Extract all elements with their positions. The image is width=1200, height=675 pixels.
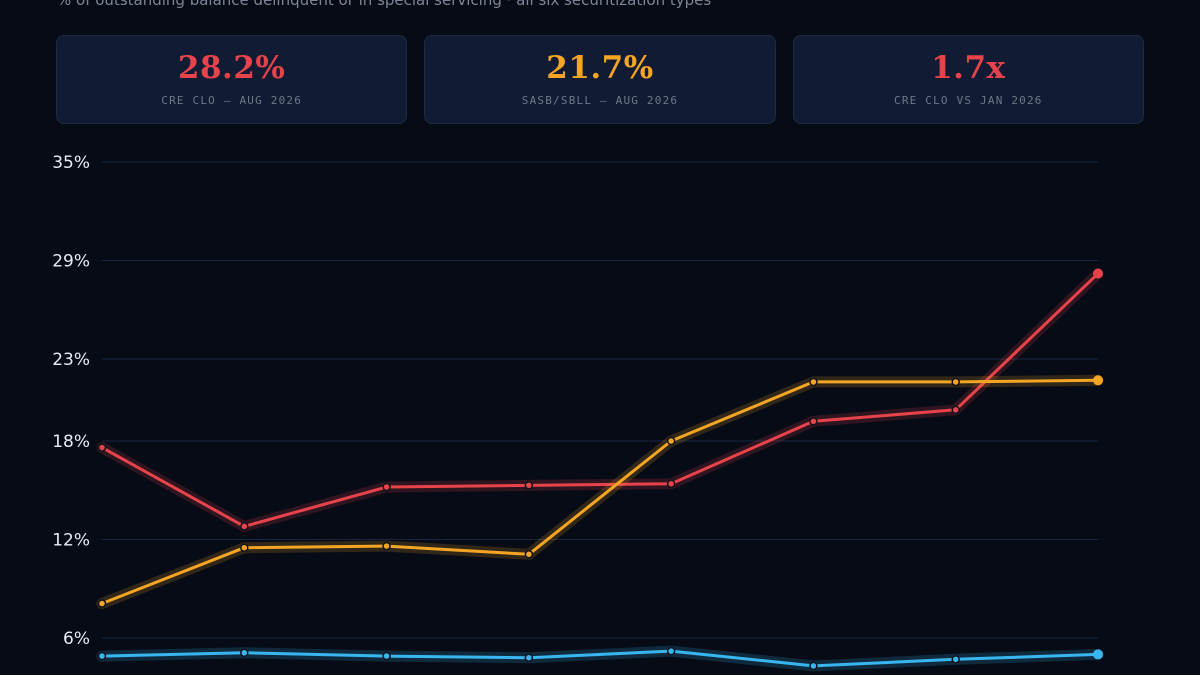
data-point — [382, 651, 391, 661]
data-point — [524, 653, 534, 662]
kpi-label: SASB/SBLL — AUG 2026 — [521, 94, 679, 107]
data-point — [1093, 649, 1103, 660]
data-point — [240, 543, 249, 552]
data-point — [524, 550, 534, 559]
y-tick-label: 6% — [63, 629, 90, 649]
kpi-label: CRE CLO — AUG 2026 — [161, 94, 303, 107]
y-tick-label: 12% — [52, 531, 90, 551]
data-point — [809, 417, 818, 426]
data-point — [240, 522, 249, 531]
data-point — [97, 651, 107, 661]
series-line — [100, 378, 1100, 605]
data-point — [666, 436, 676, 446]
y-tick-label: 35% — [52, 153, 90, 173]
data-point — [809, 377, 818, 387]
data-point — [524, 481, 534, 490]
series-line — [100, 649, 1100, 668]
kpi-card-sasb-sbll: 21.7% SASB/SBLL — AUG 2026 — [424, 35, 776, 124]
data-point — [951, 405, 960, 415]
data-point — [1093, 268, 1103, 279]
data-point — [666, 479, 676, 488]
kpi-value: 1.7x — [931, 50, 1006, 86]
chart-grid — [102, 161, 1098, 639]
chart-subtitle: % of outstanding balance delinquent or i… — [57, 0, 712, 9]
data-point — [382, 541, 391, 551]
kpi-value: 21.7% — [546, 50, 654, 86]
data-point — [382, 482, 391, 492]
kpi-label: CRE CLO VS JAN 2026 — [894, 94, 1043, 107]
data-point — [666, 646, 676, 656]
chart-series — [96, 268, 1104, 672]
series-line — [100, 272, 1100, 528]
kpi-card-cre-clo: 28.2% CRE CLO — AUG 2026 — [56, 35, 408, 124]
kpi-cards: 28.2% CRE CLO — AUG 2026 21.7% SASB/SBLL… — [56, 35, 1144, 124]
series-2 — [96, 645, 1104, 672]
data-point — [951, 655, 960, 664]
y-tick-label: 29% — [52, 251, 90, 271]
data-point — [97, 443, 107, 452]
data-point — [97, 599, 107, 608]
series-0 — [96, 268, 1104, 532]
y-tick-label: 18% — [52, 432, 90, 452]
data-point — [240, 648, 249, 658]
data-point — [1093, 375, 1103, 386]
y-axis-ticks: 35% 29% 23% 18% 12% 6% — [52, 153, 90, 649]
y-tick-label: 23% — [52, 350, 90, 370]
kpi-value: 28.2% — [177, 50, 286, 86]
data-point — [809, 661, 818, 671]
series-line-glow — [96, 268, 1104, 532]
kpi-card-multiplier: 1.7x CRE CLO VS JAN 2026 — [792, 35, 1144, 124]
data-point — [951, 377, 960, 387]
series-1 — [96, 374, 1104, 609]
